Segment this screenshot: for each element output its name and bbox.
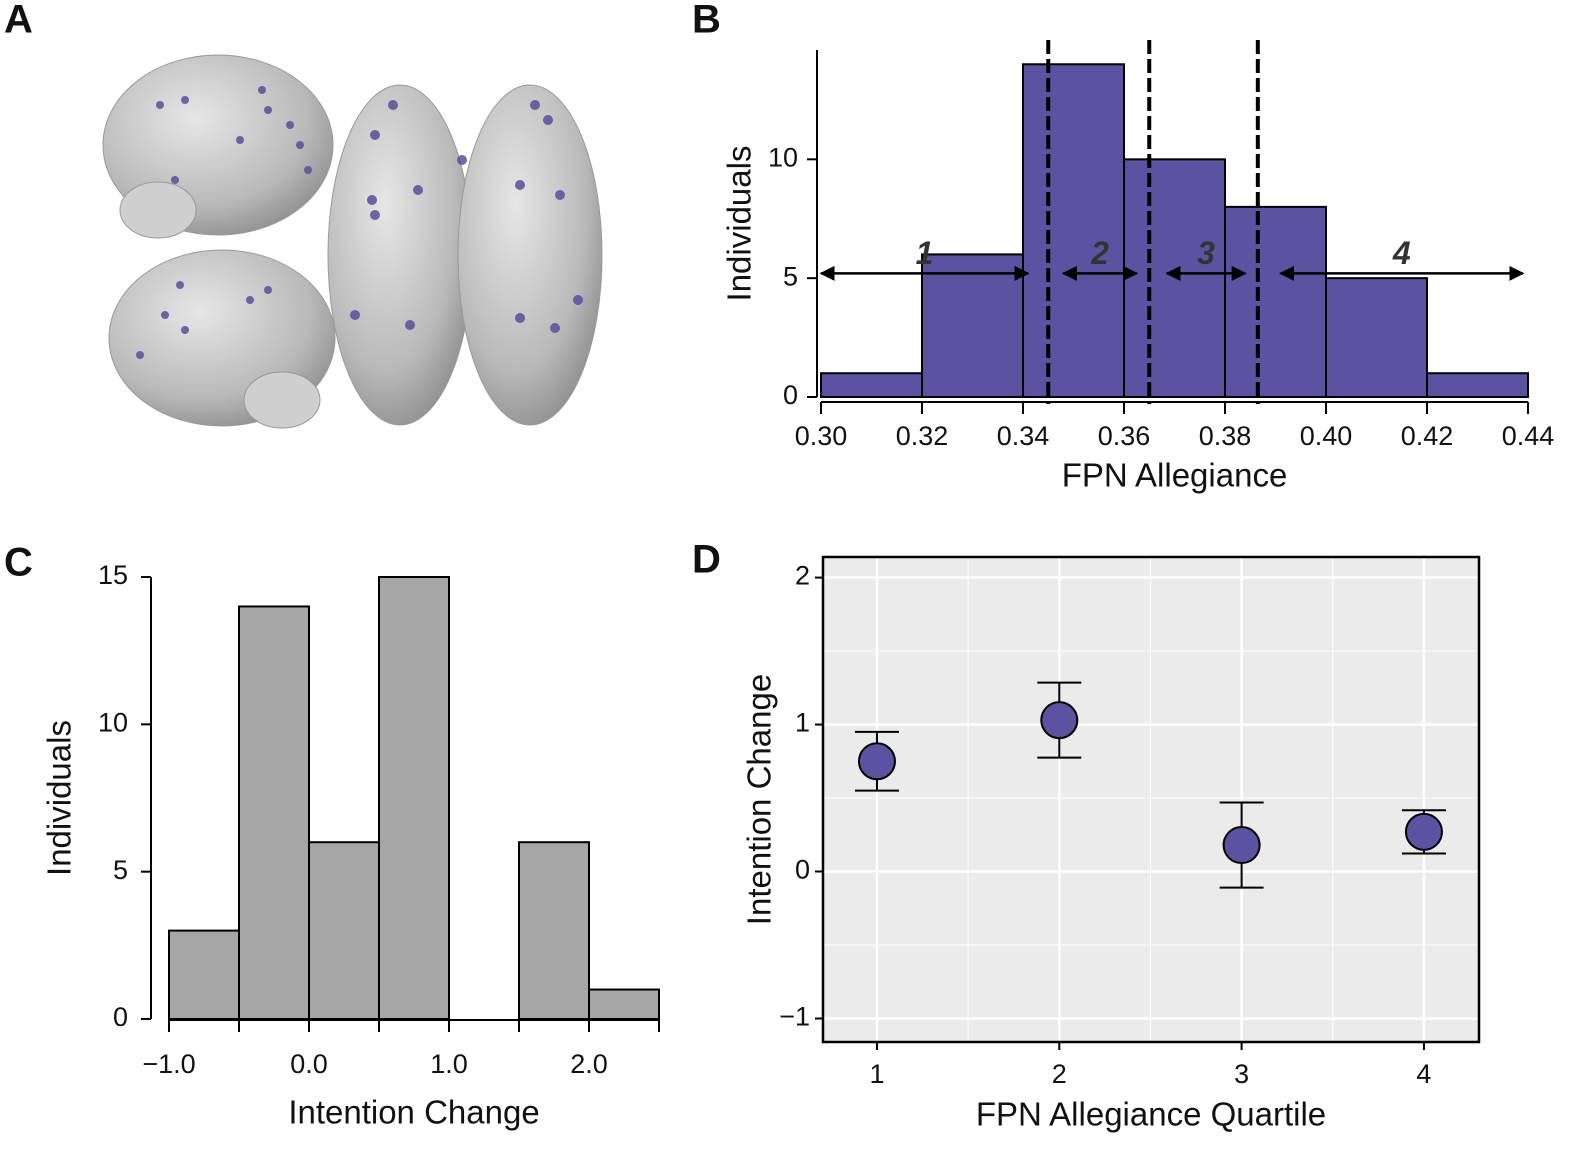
point — [1404, 812, 1443, 851]
y-tick-label: 0 — [783, 380, 798, 410]
y-tick-label: 0 — [113, 1002, 128, 1032]
y-tick-label: 10 — [98, 707, 128, 737]
brain-images — [102, 54, 603, 429]
bar — [820, 372, 923, 399]
x-axis-label: Intention Change — [288, 1094, 539, 1131]
quartile-label: 2 — [1090, 235, 1109, 271]
bar — [1426, 372, 1529, 399]
point — [857, 742, 896, 781]
x-tick-label: 0.32 — [896, 421, 949, 451]
x-tick-label: 0.34 — [997, 421, 1050, 451]
plot-border — [821, 555, 1481, 1044]
bar — [1022, 63, 1125, 398]
x-tick-label: 0.0 — [290, 1049, 328, 1079]
x-tick-label: 2 — [1052, 1059, 1067, 1089]
x-tick-label: 0.42 — [1401, 421, 1454, 451]
x-tick-label: 1 — [869, 1059, 884, 1089]
x-tick-label: 1.0 — [430, 1049, 468, 1079]
y-tick-label: 1 — [795, 708, 810, 738]
x-tick-label: −1.0 — [142, 1049, 195, 1079]
x-tick-label: 3 — [1234, 1059, 1249, 1089]
bar — [1325, 277, 1428, 399]
x-tick-label: 0.38 — [1199, 421, 1252, 451]
y-tick-label: 15 — [98, 560, 128, 590]
x-tick-label: 0.40 — [1300, 421, 1353, 451]
y-tick-label: 0 — [795, 855, 810, 885]
quartile-label: 3 — [1197, 235, 1215, 271]
panel-label: A — [4, 0, 33, 42]
bar — [588, 988, 660, 1020]
quartile-label: 4 — [1392, 235, 1411, 271]
y-tick-label: 2 — [795, 561, 810, 591]
bar — [921, 253, 1024, 398]
bar — [378, 576, 450, 1020]
bar — [518, 841, 590, 1021]
y-axis-label: Individuals — [41, 720, 78, 876]
panel-label: C — [4, 541, 33, 585]
panel-label: D — [692, 538, 721, 582]
x-axis-label: FPN Allegiance Quartile — [976, 1096, 1326, 1133]
x-tick-label: 4 — [1416, 1059, 1431, 1089]
y-tick-label: −1 — [779, 1002, 810, 1032]
y-tick-label: 5 — [783, 261, 798, 291]
x-tick-label: 2.0 — [570, 1049, 608, 1079]
y-tick-label: 5 — [113, 855, 128, 885]
panel-label: B — [692, 0, 721, 42]
x-tick-label: 0.44 — [1502, 421, 1555, 451]
x-tick-label: 0.30 — [795, 421, 848, 451]
bar — [168, 929, 240, 1020]
bar — [1123, 158, 1226, 398]
bar — [308, 841, 380, 1021]
x-tick-label: 0.36 — [1098, 421, 1151, 451]
y-tick-label: 10 — [768, 142, 798, 172]
y-axis-label: Individuals — [721, 146, 758, 302]
point — [1040, 701, 1079, 740]
y-axis-label: Intention Change — [741, 674, 778, 925]
point — [1222, 826, 1261, 865]
x-axis-label: FPN Allegiance — [1062, 457, 1288, 494]
bar — [238, 605, 310, 1020]
plot-background — [823, 557, 1479, 1042]
quartile-label: 1 — [916, 235, 934, 271]
bar — [1224, 205, 1327, 398]
